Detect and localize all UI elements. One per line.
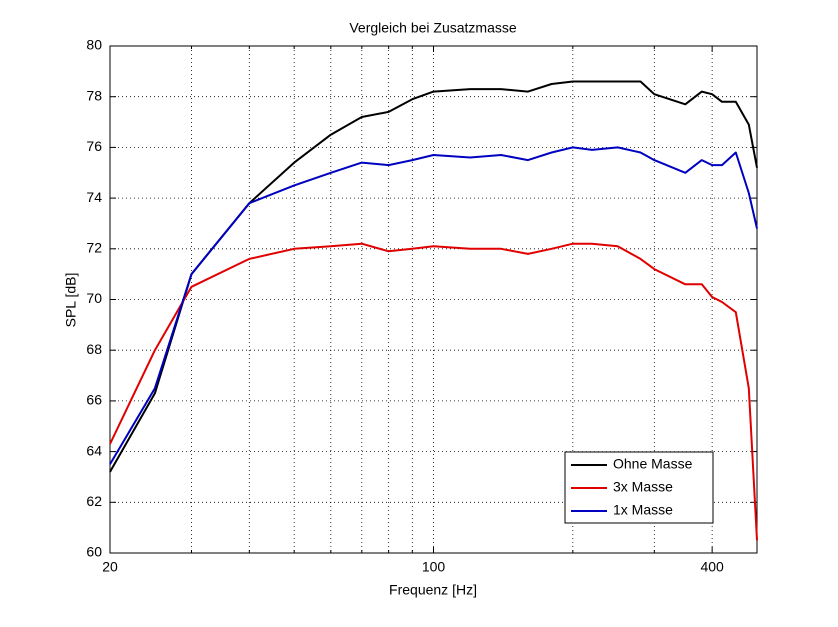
plot-frame bbox=[109, 45, 758, 554]
chart-title: Vergleich bei Zusatzmasse bbox=[349, 20, 517, 36]
y-tick-label: 76 bbox=[86, 138, 102, 154]
y-tick-label: 66 bbox=[86, 392, 102, 408]
series-line bbox=[109, 146, 758, 465]
y-tick-label: 64 bbox=[86, 442, 102, 458]
x-tick-label: 400 bbox=[700, 559, 724, 575]
y-tick-label: 62 bbox=[86, 493, 102, 509]
y-tick-label: 80 bbox=[86, 37, 102, 53]
legend-label: 1x Masse bbox=[613, 502, 673, 518]
y-tick-label: 68 bbox=[86, 341, 102, 357]
series-line bbox=[109, 80, 758, 473]
series-line bbox=[109, 242, 758, 541]
y-tick-label: 60 bbox=[86, 544, 102, 560]
x-tick-label: 100 bbox=[422, 559, 446, 575]
x-axis-label: Frequenz [Hz] bbox=[389, 582, 477, 598]
y-tick-label: 72 bbox=[86, 240, 102, 256]
x-tick-label: 20 bbox=[102, 559, 118, 575]
y-axis-label: SPL [dB] bbox=[63, 273, 79, 328]
legend-label: 3x Masse bbox=[613, 479, 673, 495]
y-tick-label: 74 bbox=[86, 189, 102, 205]
y-tick-label: 70 bbox=[86, 290, 102, 306]
legend-label: Ohne Masse bbox=[613, 456, 693, 472]
y-tick-label: 78 bbox=[86, 87, 102, 103]
